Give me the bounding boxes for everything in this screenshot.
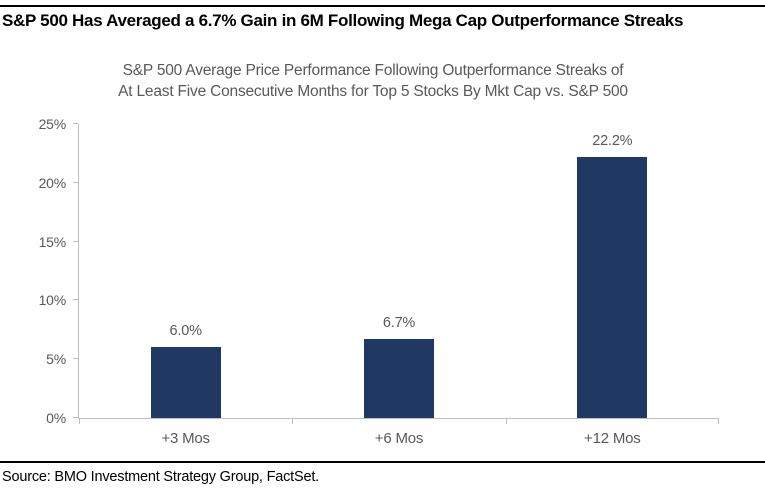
y-axis-tick-label: 5% xyxy=(46,351,66,368)
bar xyxy=(150,347,221,418)
x-axis-label: +6 Mos xyxy=(374,430,424,447)
chart-title-line-1: S&P 500 Average Price Performance Follow… xyxy=(122,62,624,79)
y-axis-tick xyxy=(73,181,78,183)
chart-title-line-2: At Least Five Consecutive Months for Top… xyxy=(118,83,628,100)
plot-area: 0% 5% 10% 15% 20% 25% 6.0% +3 Mos 6.7% +6 Mos 22.2… xyxy=(39,116,719,447)
y-axis-tick-label: 25% xyxy=(38,116,67,132)
y-axis-tick-label: 20% xyxy=(38,174,67,191)
x-axis-tick xyxy=(505,419,507,424)
y-axis-tick xyxy=(73,240,78,242)
top-divider xyxy=(0,5,765,7)
page-title: S&P 500 Has Averaged a 6.7% Gain in 6M F… xyxy=(2,11,684,30)
bottom-divider xyxy=(0,461,765,463)
x-axis-tick xyxy=(292,419,294,424)
y-axis-tick-label: 15% xyxy=(38,233,67,250)
y-axis-tick xyxy=(73,299,78,301)
bar xyxy=(577,156,648,418)
source-text: Source: BMO Investment Strategy Group, F… xyxy=(2,469,319,485)
bar xyxy=(364,339,434,418)
bar-value-label: 6.0% xyxy=(169,323,202,340)
bar-value-label: 6.7% xyxy=(382,315,416,332)
y-axis-tick-label: 10% xyxy=(38,292,67,309)
x-axis-tick xyxy=(79,419,80,424)
chart-title: S&P 500 Average Price Performance Follow… xyxy=(28,60,718,102)
y-axis-tick xyxy=(73,358,78,360)
x-axis-tick xyxy=(718,419,719,424)
x-axis-label: +3 Mos xyxy=(161,430,210,447)
y-axis-tick xyxy=(73,123,78,124)
y-axis-tick-label: 0% xyxy=(46,410,66,426)
bar-value-label: 22.2% xyxy=(592,132,633,149)
x-axis-label: +12 Mos xyxy=(584,430,641,447)
y-axis-tick xyxy=(73,417,78,418)
